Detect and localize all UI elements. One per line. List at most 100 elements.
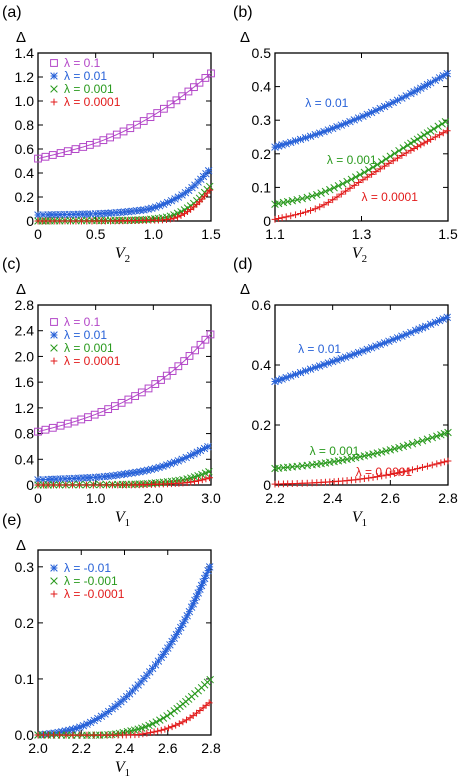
panel-letter: (b) bbox=[233, 4, 253, 21]
data-point bbox=[439, 315, 448, 323]
data-point bbox=[316, 203, 324, 211]
data-point bbox=[427, 136, 435, 143]
data-point bbox=[48, 475, 56, 484]
data-point bbox=[186, 451, 195, 460]
data-point bbox=[76, 731, 84, 739]
data-point bbox=[283, 197, 292, 206]
data-point bbox=[86, 210, 95, 218]
legend-marker bbox=[50, 85, 58, 93]
legend-marker bbox=[50, 344, 58, 352]
data-point bbox=[386, 152, 395, 161]
data-point bbox=[159, 462, 167, 470]
data-point bbox=[167, 196, 176, 205]
data-point bbox=[56, 731, 64, 739]
x-tick-label: 2.2 bbox=[72, 740, 92, 756]
data-point bbox=[205, 182, 214, 191]
data-point bbox=[393, 96, 402, 105]
data-point bbox=[324, 198, 332, 206]
data-point bbox=[183, 612, 191, 620]
panel-a: (a) Δ 0 0.5 1.0 1.5 0 0.2 0.4 0.6 0.8 1.0 1.2 1.4 V2 λ … bbox=[2, 4, 221, 265]
data-point bbox=[307, 207, 314, 214]
data-point bbox=[436, 131, 443, 139]
data-point bbox=[148, 204, 156, 212]
data-point bbox=[271, 143, 279, 151]
panel-letter: (c) bbox=[2, 256, 21, 273]
data-point bbox=[360, 475, 368, 483]
legend-label: λ = 0.0001 bbox=[64, 95, 121, 109]
data-point bbox=[377, 448, 386, 456]
x-tick-label: 1.0 bbox=[144, 226, 164, 242]
data-point bbox=[334, 182, 343, 190]
data-point bbox=[359, 347, 367, 355]
data-point bbox=[52, 475, 60, 483]
data-point bbox=[174, 213, 181, 221]
y-tick-label: 2.0 bbox=[15, 348, 35, 364]
data-point bbox=[62, 731, 70, 739]
data-point bbox=[199, 578, 207, 586]
data-point bbox=[100, 209, 109, 218]
legend-marker bbox=[50, 577, 58, 585]
x-tick-label: 0 bbox=[34, 226, 42, 242]
data-point bbox=[107, 209, 116, 217]
data-point bbox=[286, 372, 295, 380]
data-point bbox=[271, 377, 279, 386]
data-point bbox=[154, 727, 162, 735]
x-tick-label: 1.0 bbox=[86, 490, 106, 506]
panel-letter: (d) bbox=[233, 256, 253, 273]
y-tick-label: 0.4 bbox=[252, 79, 272, 95]
data-point bbox=[120, 208, 129, 216]
data-point bbox=[363, 345, 372, 354]
data-point bbox=[444, 428, 452, 437]
data-point bbox=[364, 166, 373, 174]
data-point bbox=[324, 126, 333, 134]
data-point bbox=[58, 728, 66, 736]
data-point bbox=[342, 187, 350, 195]
data-point bbox=[179, 619, 187, 628]
legend-marker bbox=[50, 331, 58, 339]
data-point bbox=[439, 129, 447, 137]
y-axis-label: Δ bbox=[240, 29, 250, 46]
series-blue bbox=[271, 313, 451, 386]
data-point bbox=[48, 151, 57, 159]
data-point bbox=[408, 440, 417, 448]
data-point bbox=[410, 145, 418, 152]
x-tick-label: 2.8 bbox=[438, 490, 458, 506]
data-point bbox=[352, 476, 360, 484]
legend-marker bbox=[50, 590, 58, 598]
x-axis-label-subscript: 1 bbox=[125, 767, 131, 776]
legend-marker bbox=[50, 564, 58, 572]
data-point bbox=[42, 730, 50, 738]
series-red bbox=[271, 127, 451, 223]
data-point bbox=[395, 443, 403, 452]
y-tick-label: 0.6 bbox=[15, 141, 35, 157]
data-point bbox=[44, 211, 52, 219]
data-point bbox=[417, 84, 425, 92]
series-green bbox=[34, 182, 214, 225]
data-point bbox=[306, 365, 315, 373]
data-point bbox=[140, 206, 148, 214]
data-point bbox=[137, 388, 146, 397]
data-point bbox=[170, 458, 179, 467]
data-point bbox=[313, 190, 321, 199]
data-point bbox=[391, 470, 399, 477]
data-point bbox=[346, 184, 354, 192]
data-point bbox=[136, 206, 145, 215]
data-point bbox=[296, 368, 305, 377]
data-point bbox=[180, 357, 189, 365]
data-point bbox=[144, 205, 152, 213]
data-point bbox=[380, 102, 389, 111]
data-point bbox=[152, 718, 160, 726]
data-point bbox=[101, 710, 109, 718]
data-point bbox=[48, 423, 57, 432]
data-point bbox=[350, 116, 359, 124]
data-point bbox=[191, 346, 199, 355]
data-point bbox=[428, 433, 437, 442]
series-line bbox=[38, 678, 212, 736]
y-axis-label: Δ bbox=[16, 281, 26, 298]
data-point bbox=[76, 481, 83, 489]
series-green bbox=[271, 118, 450, 208]
data-point bbox=[426, 79, 435, 87]
data-point bbox=[184, 87, 193, 96]
data-point bbox=[343, 177, 351, 186]
